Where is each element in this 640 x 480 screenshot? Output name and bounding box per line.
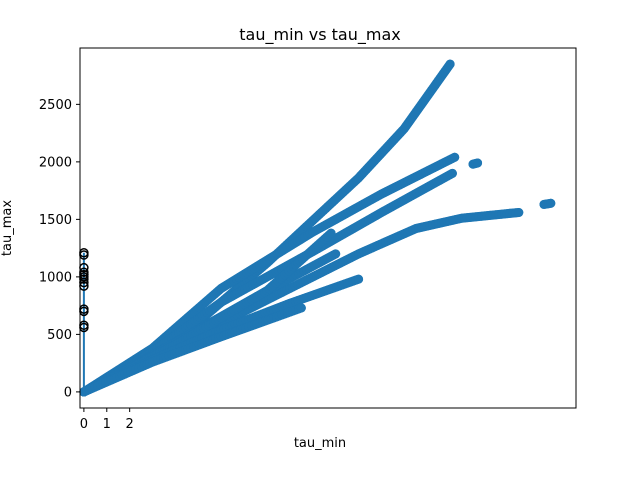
x-axis-label: tau_min: [294, 436, 346, 451]
series-1-branch-10: [79, 303, 306, 397]
series-1-branch-6: [468, 158, 483, 169]
y-axis-label: tau_max: [0, 200, 15, 256]
y-axis: 0 500 1000 1500 2000 2500: [39, 98, 80, 400]
data-point: [331, 249, 341, 259]
y-tick-label: 2000: [39, 155, 72, 170]
data-point: [514, 208, 524, 217]
data-point: [447, 168, 457, 178]
series-1-branch-2: [79, 152, 460, 397]
data-point: [296, 303, 306, 313]
data-point: [445, 59, 455, 69]
series-1: [79, 59, 556, 397]
y-tick-label: 0: [64, 385, 72, 400]
data-point: [546, 198, 556, 208]
x-tick-label: 0: [80, 417, 88, 432]
data-point: [450, 152, 460, 162]
data-point: [326, 228, 336, 238]
y-tick-label: 1500: [39, 213, 72, 228]
x-tick-label: 1: [103, 417, 111, 432]
axes-frame: [79, 47, 577, 409]
y-tick-label: 500: [47, 328, 72, 343]
y-tick-label: 1000: [39, 270, 72, 285]
data-point: [354, 274, 364, 284]
chart-title: tau_min vs tau_max: [239, 25, 400, 45]
x-tick-label: 2: [126, 417, 134, 432]
series-1-branch-5: [539, 198, 556, 209]
data-point: [473, 158, 483, 168]
plot-area: [79, 59, 556, 397]
y-tick-label: 2500: [39, 98, 72, 113]
